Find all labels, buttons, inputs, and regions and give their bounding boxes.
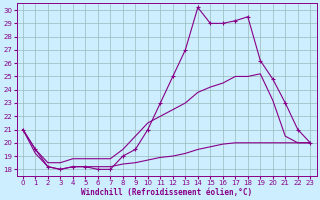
X-axis label: Windchill (Refroidissement éolien,°C): Windchill (Refroidissement éolien,°C) — [81, 188, 252, 197]
